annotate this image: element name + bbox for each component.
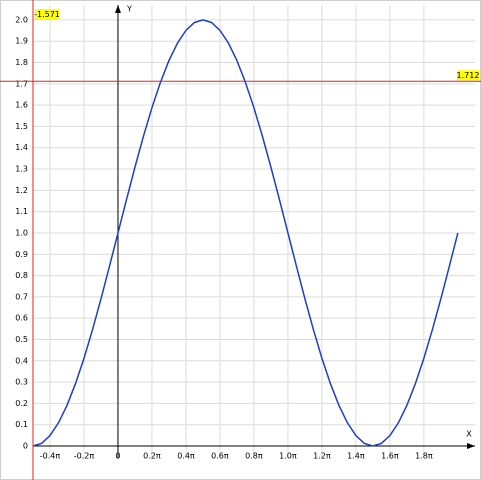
y-axis-label: Y	[126, 5, 132, 14]
crosshair-x-label-bg	[35, 9, 59, 20]
crosshair-x-label: -1.571	[34, 10, 60, 19]
x-tick-label: 1.4π	[347, 452, 365, 461]
crosshair-y-label-bg	[457, 70, 479, 81]
y-tick-label: 2.0	[15, 15, 28, 24]
x-axis-arrow	[467, 443, 475, 449]
y-tick-label: 1.1	[15, 207, 28, 216]
y-tick-label: 1.8	[15, 58, 28, 67]
x-tick-label: 1.8π	[415, 452, 433, 461]
x-tick-label: 1.6π	[381, 452, 399, 461]
crosshair-y-label: 1.712	[457, 71, 480, 80]
y-tick-label: 1.2	[15, 186, 28, 195]
y-tick-label: 0.3	[15, 378, 28, 387]
y-tick-label: 0.4	[15, 356, 28, 365]
y-tick-label: 1.6	[15, 101, 28, 110]
y-tick-label: 1.3	[15, 165, 28, 174]
x-tick-label: 1.2π	[313, 452, 331, 461]
x-tick-label: 0.2π	[143, 452, 161, 461]
y-tick-label: 0.9	[15, 250, 28, 259]
y-tick-label: 1.5	[15, 122, 28, 131]
y-tick-label: 0.2	[15, 399, 28, 408]
y-tick-label: 0.5	[15, 335, 28, 344]
x-axis-label: X	[466, 430, 472, 439]
y-tick-label: 0.8	[15, 271, 28, 280]
x-tick-label: 0.4π	[177, 452, 195, 461]
x-tick-label: 0.6π	[211, 452, 229, 461]
y-axis-arrow	[114, 5, 121, 13]
x-tick-label: 0.8π	[245, 452, 263, 461]
line-series	[32, 19, 459, 447]
x-tick-label: -0.4π	[40, 452, 61, 461]
y-tick-label: 0.6	[15, 314, 28, 323]
y-tick-label: 1.0	[15, 228, 28, 237]
y-tick-label: 1.4	[15, 143, 28, 152]
x-tick-label: 1.0π	[279, 452, 297, 461]
y-tick-label: 0.7	[15, 292, 28, 301]
y-tick-label: 1.7	[15, 79, 28, 88]
y-tick-label: 0	[23, 442, 28, 451]
x-tick-label: -0.2π	[74, 452, 95, 461]
y-tick-label: 0.1	[15, 420, 28, 429]
y-tick-label: 1.9	[15, 37, 28, 46]
